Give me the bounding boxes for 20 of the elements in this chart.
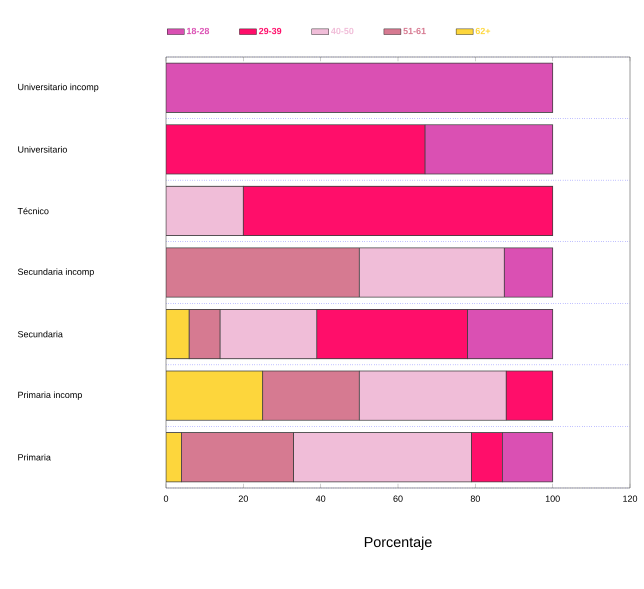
legend-label: 62+ — [476, 28, 490, 34]
y-tick-label: Primaria — [18, 454, 51, 461]
y-tick-label: Primaria incomp — [18, 391, 82, 400]
legend-label: 18-28 — [187, 28, 210, 34]
x-tick-label: 80 — [470, 496, 480, 502]
x-tick-label: 40 — [316, 496, 326, 502]
y-tick-label: Universitario incomp — [18, 84, 98, 92]
x-tick-label: 20 — [238, 496, 248, 502]
x-tick-label: 100 — [546, 496, 560, 502]
y-tick-label: Secundaria — [18, 330, 63, 338]
x-tick-label: 60 — [393, 496, 403, 502]
legend-label: 51-61 — [403, 28, 426, 34]
legend-label: 29-39 — [258, 28, 282, 34]
x-tick-label: 120 — [623, 496, 638, 502]
y-tick-label: Técnico — [18, 208, 49, 214]
y-tick-label: Universitario — [18, 146, 67, 153]
x-axis-title: Porcentaje — [364, 536, 432, 550]
legend-label: 40-50 — [331, 28, 354, 34]
x-tick-label: 0 — [164, 496, 168, 502]
y-tick-label: Secundaria incomp — [18, 268, 94, 277]
